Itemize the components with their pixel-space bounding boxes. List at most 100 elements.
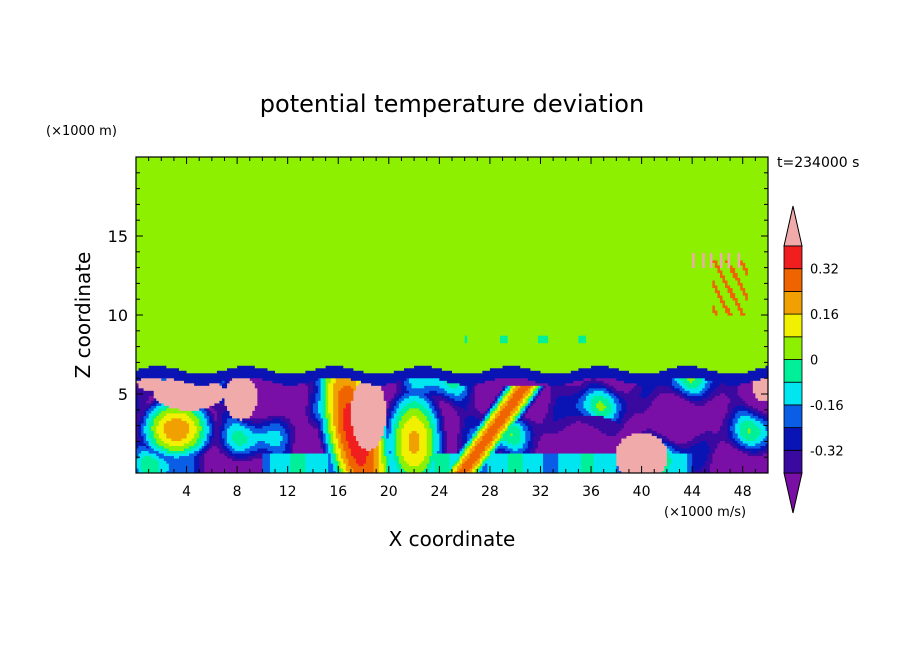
contour-cell [345,462,349,467]
contour-cell [136,452,140,457]
contour-cell [383,447,387,452]
contour-cell [196,425,203,429]
contour-cell [702,397,713,401]
contour-cell [462,390,468,394]
contour-cell [446,380,486,384]
contour-cell [467,390,473,394]
contour-cell [467,445,471,449]
contour-cell [305,382,314,386]
contour-cell [694,377,703,381]
contour-cell [712,307,716,311]
contour-cell [535,380,574,384]
contour-cell [358,462,365,467]
contour-cell [211,430,215,434]
contour-cell [401,430,413,434]
contour-cell [722,294,731,299]
contour-cell [522,417,531,421]
contour-cell [656,430,706,434]
contour-cell [621,440,663,444]
contour-cell [730,269,736,273]
contour-cell [136,397,140,401]
contour-cell [264,440,281,444]
x-tick-label: 28 [481,484,499,500]
contour-cell [454,462,458,467]
contour-cell [204,450,208,454]
contour-cell [651,390,678,394]
contour-cell [712,452,749,457]
contour-cell [320,435,324,439]
contour-cell [391,412,395,416]
contour-cell [472,470,476,473]
contour-cell [383,395,395,399]
contour-cell [403,412,425,416]
contour-cell [699,440,708,444]
contour-cell [401,462,410,467]
contour-cell [403,367,443,371]
contour-cell [596,405,607,409]
contour-cell [742,292,749,296]
contour-cell [345,450,352,454]
contour-cell [444,435,448,439]
contour-cell [141,427,145,431]
contour-cell [623,390,630,394]
contour-cell [494,417,506,421]
contour-cell [227,435,233,439]
contour-cell [141,432,147,436]
contour-cell [616,470,622,473]
contour-cell [484,422,488,426]
contour-cell [338,410,344,414]
contour-cell [401,437,410,441]
contour-cell [527,407,549,411]
contour-cell [464,335,468,339]
contour-cell [459,427,463,431]
contour-cell [320,432,324,436]
contour-cell [454,465,458,469]
contour-cell [593,457,617,462]
contour-cell [727,282,739,286]
contour-cell [204,415,210,419]
contour-cell [535,432,544,436]
contour-cell [401,407,410,411]
contour-cell [156,410,162,414]
contour-cell [694,264,703,268]
contour-cell [704,402,729,406]
contour-cell [616,407,622,411]
contour-cell [136,242,768,246]
colorbar-tick-label: 0 [810,354,818,369]
contour-cell [292,445,322,449]
contour-cell [163,405,170,409]
x-tick-label: 16 [329,484,347,500]
contour-cell [262,457,271,462]
contour-cell [666,435,696,439]
contour-cell [333,445,337,449]
contour-cell [330,450,334,454]
contour-cell [712,309,719,314]
contour-cell [214,407,228,411]
contour-cell [719,440,726,444]
contour-cell [216,412,223,416]
contour-cell [204,440,210,444]
contour-cell [434,450,438,454]
contour-cell [431,407,435,411]
contour-cell [522,460,544,464]
contour-cell [593,410,612,414]
contour-cell [406,385,413,389]
contour-cell [403,422,425,426]
contour-cell [702,377,706,381]
contour-cell [548,340,579,344]
contour-cell [737,435,744,439]
contour-cell [292,447,324,452]
colorbar-max-triangle [783,205,803,247]
contour-cell [388,465,397,469]
contour-cell [373,462,380,467]
contour-cell [737,385,754,389]
colorbar-swatch [783,359,803,383]
contour-cell [409,395,420,399]
contour-cell [411,450,418,454]
contour-cell [474,442,478,447]
contour-cell [500,405,506,409]
contour-cell [505,430,521,434]
contour-cell [444,450,448,454]
contour-cell [194,442,200,447]
contour-cell [199,467,205,472]
